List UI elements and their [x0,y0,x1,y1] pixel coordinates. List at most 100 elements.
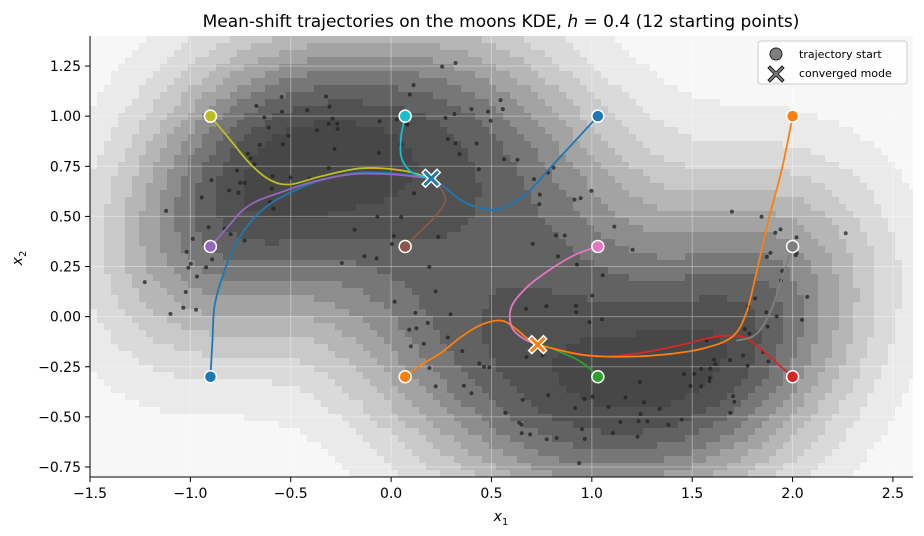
y-tick-label: 1.00 [50,109,81,125]
sample-point [554,435,559,440]
sample-point [764,310,769,315]
sample-point [389,242,394,247]
trajectory-line-11 [537,116,794,358]
sample-point [582,396,587,401]
sample-point [440,64,445,69]
sample-point [562,233,567,238]
sample-point [577,461,582,466]
sample-point [759,214,764,219]
x-tick-label: −1.0 [173,486,207,502]
sample-point [679,417,684,422]
kde-level-4 [125,36,860,477]
kde-level-8 [195,85,783,449]
sample-point [375,214,380,219]
sample-point [574,310,579,315]
sample-point [645,419,650,424]
sample-point [433,289,438,294]
sample-point [445,136,450,141]
sample-point [590,293,595,298]
sample-point [599,317,604,322]
sample-point [254,103,259,108]
sample-point [257,142,262,147]
trajectory-start-4 [203,239,218,254]
sample-point [773,230,778,235]
sample-point [352,227,357,232]
sample-point [279,94,284,99]
sample-point [666,422,671,427]
sample-point [210,257,215,262]
sample-point [168,311,173,316]
trajectory-lines [209,115,794,378]
sample-point [574,262,579,267]
sample-point [335,121,340,126]
sample-point [280,142,285,147]
sample-point [578,196,583,201]
trajectory-line-4 [209,172,432,248]
kde-level-9 [216,99,762,435]
trajectory-start-2 [591,370,605,384]
sample-point [713,362,718,367]
sample-point [279,109,284,114]
sample-point [324,94,329,99]
sample-point [606,404,611,409]
x-tick-label: −1.5 [73,486,107,502]
sample-point [252,162,257,167]
y-tick-label: −0.25 [38,360,81,376]
sample-point [421,341,426,346]
sample-point [391,233,396,238]
sample-point [332,146,337,151]
kde-level-7 [174,71,804,463]
x-tick-label: 2.0 [781,486,803,502]
sample-point [327,104,332,109]
trajectory-start-0 [203,370,218,384]
sample-point [635,434,640,439]
sample-point [190,236,195,241]
y-tick-label: −0.50 [38,410,81,426]
sample-point [399,215,404,220]
sample-point [414,326,419,331]
legend-label-start: trajectory start [799,48,882,61]
converged-mode-markers [421,168,548,355]
sample-point [753,296,758,301]
sample-point [600,273,605,278]
sample-point [573,303,578,308]
sample-point [774,314,779,319]
sample-point [699,384,704,389]
sample-point [235,168,240,173]
sample-point [184,249,189,254]
sample-point [503,410,508,415]
sample-point [482,364,487,369]
sample-point [582,436,587,441]
sample-point [411,191,416,196]
sample-point [433,384,438,389]
converged-mode-0 [421,168,442,189]
y-tick-label: 0.50 [50,209,81,225]
sample-point [242,238,247,243]
sample-point [476,167,481,172]
sample-point [270,174,275,179]
kde-level-10 [244,120,727,407]
y-tick-label: 0.25 [50,260,81,276]
sample-point [362,254,367,259]
sample-point [530,241,535,246]
sample-point [488,118,493,123]
sample-point [228,232,233,237]
sample-point [394,117,399,122]
sample-point [206,225,211,230]
trajectory-start-10 [591,109,605,123]
sample-point [452,112,457,117]
sample-point [339,261,344,266]
sample-point [728,358,733,363]
sample-point [486,109,491,114]
sample-point [245,151,250,156]
sample-point [199,195,204,200]
sample-point [630,247,635,252]
y-axis-title: x2 [10,251,29,267]
sample-point [242,180,247,185]
sample-point [443,115,448,120]
kde-density-shading [90,36,913,477]
sample-point [181,305,186,310]
trajectory-start-markers [203,109,800,384]
sample-point [768,250,773,255]
sample-point [688,383,693,388]
